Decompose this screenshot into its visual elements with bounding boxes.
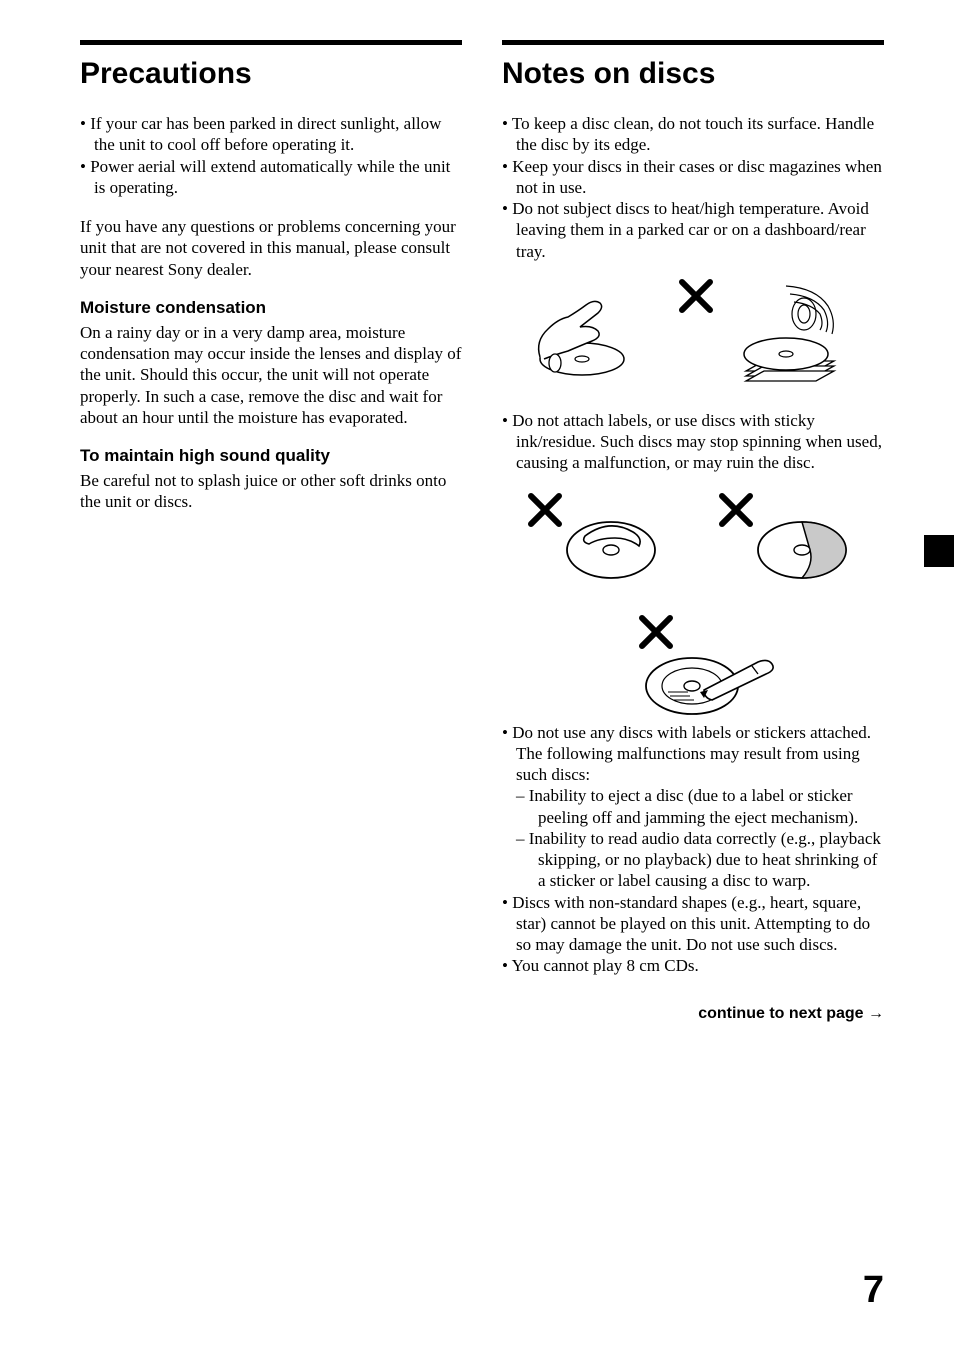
- figure-row-labels-top: [502, 488, 884, 588]
- disc-sticky-residue-icon: [714, 488, 864, 588]
- stickers-following-text: The following malfunctions may result fr…: [502, 743, 884, 786]
- bullet-item: To keep a disc clean, do not touch its s…: [502, 113, 884, 156]
- disc-with-label-icon: [523, 488, 673, 588]
- two-column-layout: Precautions If your car has been parked …: [80, 40, 884, 1023]
- bullet-item: Do not subject discs to heat/high temper…: [502, 198, 884, 262]
- bullet-item: Discs with non-standard shapes (e.g., he…: [502, 892, 884, 956]
- sound-quality-text: Be careful not to splash juice or other …: [80, 470, 462, 513]
- bullet-item: Do not use any discs with labels or stic…: [502, 722, 884, 743]
- section-rule: [80, 40, 462, 45]
- moisture-heading: Moisture condensation: [80, 298, 462, 318]
- figure-col-labels: [502, 474, 884, 722]
- right-column: Notes on discs To keep a disc clean, do …: [502, 40, 884, 1023]
- notes-bullets-bottom: Discs with non-standard shapes (e.g., he…: [502, 892, 884, 977]
- dash-item: Inability to eject a disc (due to a labe…: [516, 785, 884, 828]
- left-column: Precautions If your car has been parked …: [80, 40, 462, 1023]
- figure-row-handling: [502, 276, 884, 396]
- notes-bullets-stickers: Do not use any discs with labels or stic…: [502, 722, 884, 743]
- section-tab-marker: [924, 535, 954, 567]
- continue-next-page: continue to next page →: [502, 1005, 884, 1023]
- notes-on-discs-heading: Notes on discs: [502, 57, 884, 91]
- disc-hold-edge-icon: [520, 281, 640, 391]
- notes-bullets-labels: Do not attach labels, or use discs with …: [502, 410, 884, 474]
- page-number: 7: [863, 1269, 884, 1312]
- bullet-item: You cannot play 8 cm CDs.: [502, 955, 884, 976]
- consult-dealer-text: If you have any questions or problems co…: [80, 216, 462, 280]
- sound-quality-heading: To maintain high sound quality: [80, 446, 462, 466]
- disc-writing-pen-icon: [608, 612, 778, 722]
- precautions-heading: Precautions: [80, 57, 462, 91]
- malfunction-dash-list: Inability to eject a disc (due to a labe…: [502, 785, 884, 891]
- moisture-text: On a rainy day or in a very damp area, m…: [80, 322, 462, 428]
- dash-item: Inability to read audio data correctly (…: [516, 828, 884, 892]
- bullet-item: Do not attach labels, or use discs with …: [502, 410, 884, 474]
- bullet-item: Power aerial will extend automatically w…: [80, 156, 462, 199]
- notes-bullets-top: To keep a disc clean, do not touch its s…: [502, 113, 884, 262]
- disc-touch-surface-icon: [676, 276, 866, 396]
- bullet-item: If your car has been parked in direct su…: [80, 113, 462, 156]
- bullet-item: Keep your discs in their cases or disc m…: [502, 156, 884, 199]
- precautions-bullets: If your car has been parked in direct su…: [80, 113, 462, 198]
- section-rule: [502, 40, 884, 45]
- bullet-text: Do not use any discs with labels or stic…: [512, 723, 871, 742]
